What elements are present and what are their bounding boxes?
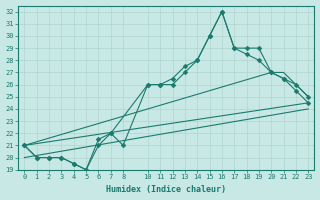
X-axis label: Humidex (Indice chaleur): Humidex (Indice chaleur): [106, 185, 226, 194]
